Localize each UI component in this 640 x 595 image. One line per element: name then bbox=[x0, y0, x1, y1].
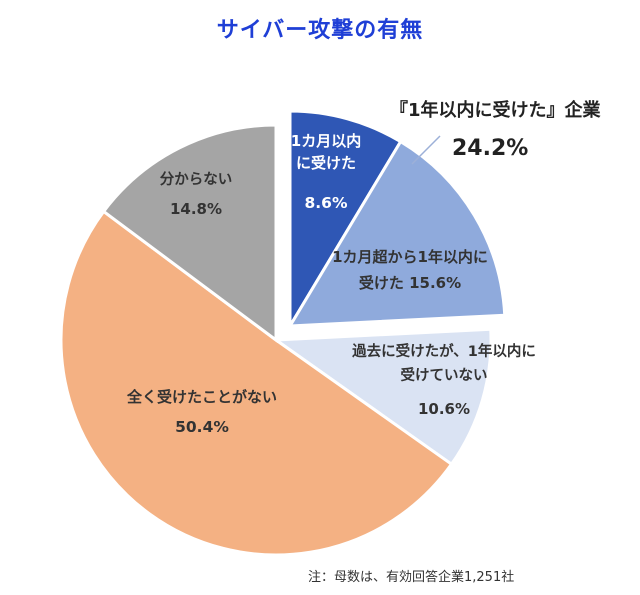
slice-label-1-line-0: 1カ月超から1年以内に bbox=[332, 248, 488, 266]
chart-title: サイバー攻撃の有無 bbox=[216, 18, 424, 43]
callout-leader-line bbox=[411, 135, 441, 165]
pie-slice-3 bbox=[59, 209, 454, 557]
slice-value-3: 50.4% bbox=[175, 418, 229, 436]
slice-label-2-line-1: 受けていない bbox=[401, 366, 488, 384]
slice-label-2-line-0: 過去に受けたが、1年以内に bbox=[351, 342, 536, 360]
pie-slices bbox=[59, 109, 507, 557]
pie-slice-2 bbox=[271, 327, 493, 467]
slice-value-2: 10.6% bbox=[418, 400, 470, 418]
slice-label-0-line-0: 1カ月以内 bbox=[291, 132, 361, 150]
slice-value-0: 8.6% bbox=[305, 194, 348, 212]
pie-slice-4 bbox=[101, 123, 278, 343]
slice-label-0-line-1: に受けた bbox=[296, 154, 356, 172]
slice-value-4: 14.8% bbox=[170, 200, 222, 218]
footnote: 注：母数は、有効回答企業1,251社 bbox=[308, 570, 515, 585]
pie-slice-0 bbox=[288, 109, 403, 332]
pie-slice-1 bbox=[287, 139, 507, 328]
callout-value: 24.2% bbox=[452, 136, 529, 161]
slice-label-4-line-0: 分からない bbox=[160, 171, 233, 188]
slice-label-1-line-1: 受けた 15.6% bbox=[359, 274, 461, 292]
slice-label-3-line-0: 全く受けたことがない bbox=[126, 388, 277, 406]
callout-label: 『1年以内に受けた』企業 bbox=[390, 100, 601, 121]
